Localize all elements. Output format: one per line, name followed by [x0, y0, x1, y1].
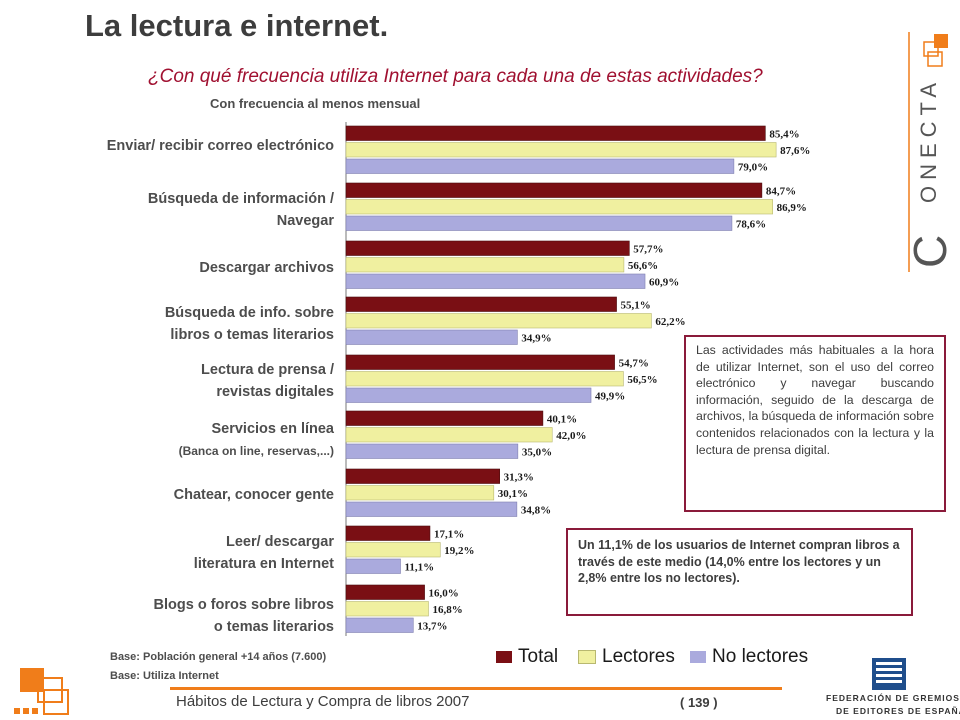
- conecta-logo: ONECTA C: [906, 32, 958, 272]
- legend-item-lectores: Lectores: [578, 646, 675, 668]
- bar-no-lectores-7: [346, 559, 401, 574]
- bar-lectores-3: [346, 314, 651, 329]
- bar-total-5: [346, 411, 543, 426]
- bar-total-4: [346, 355, 615, 370]
- bar-total-6: [346, 469, 500, 484]
- base-note-2: Base: Utiliza Internet: [110, 670, 219, 682]
- data-label-no-lectores-8: 13,7%: [417, 621, 447, 633]
- data-label-total-6: 31,3%: [504, 472, 534, 484]
- legend-swatch-lectores: [578, 650, 596, 664]
- data-label-lectores-2: 56,6%: [628, 260, 658, 272]
- legend-label-no-lectores: No lectores: [712, 646, 808, 668]
- data-label-total-8: 16,0%: [429, 588, 459, 600]
- legend-label-total: Total: [518, 646, 558, 668]
- bar-total-0: [346, 126, 765, 141]
- data-label-lectores-4: 56,5%: [627, 374, 657, 386]
- bar-total-7: [346, 526, 430, 541]
- purchase-note-text: Un 11,1% de los usuarios de Internet com…: [568, 530, 911, 594]
- bar-no-lectores-5: [346, 444, 518, 459]
- bar-no-lectores-3: [346, 330, 517, 345]
- data-label-total-1: 84,7%: [766, 186, 796, 198]
- legend-swatch-total: [496, 651, 512, 663]
- footer-title: Hábitos de Lectura y Compra de libros 20…: [176, 693, 470, 710]
- data-label-total-2: 57,7%: [633, 244, 663, 256]
- legend-item-no-lectores: No lectores: [690, 646, 808, 668]
- bar-no-lectores-2: [346, 274, 645, 289]
- data-label-no-lectores-6: 34,8%: [521, 505, 551, 517]
- legend-label-lectores: Lectores: [602, 646, 675, 668]
- data-label-lectores-7: 19,2%: [444, 545, 474, 557]
- data-label-total-3: 55,1%: [621, 300, 651, 312]
- bar-lectores-5: [346, 428, 552, 443]
- data-label-no-lectores-4: 49,9%: [595, 391, 625, 403]
- data-label-total-4: 54,7%: [619, 358, 649, 370]
- bar-lectores-4: [346, 372, 623, 387]
- data-label-total-5: 40,1%: [547, 414, 577, 426]
- orange-corner-logo: [0, 660, 88, 720]
- summary-note: Las actividades más habituales a la hora…: [684, 335, 946, 512]
- data-label-no-lectores-2: 60,9%: [649, 277, 679, 289]
- purchase-note: Un 11,1% de los usuarios de Internet com…: [566, 528, 913, 616]
- bar-lectores-0: [346, 143, 776, 158]
- federation-name-line2: DE EDITORES DE ESPAÑA: [836, 706, 960, 716]
- data-label-no-lectores-3: 34,9%: [521, 333, 551, 345]
- bar-lectores-8: [346, 602, 428, 617]
- base-note-1: Base: Población general +14 años (7.600): [110, 651, 326, 663]
- bar-total-1: [346, 183, 762, 198]
- bar-lectores-7: [346, 543, 440, 558]
- data-label-lectores-0: 87,6%: [780, 145, 810, 157]
- data-label-no-lectores-0: 79,0%: [738, 162, 768, 174]
- page-number: ( 139 ): [680, 695, 718, 710]
- bar-total-3: [346, 297, 617, 312]
- legend-swatch-no-lectores: [690, 651, 706, 663]
- bar-no-lectores-6: [346, 502, 517, 517]
- bar-total-2: [346, 241, 629, 256]
- conecta-brand-text: ONECTA: [916, 77, 941, 203]
- data-label-no-lectores-5: 35,0%: [522, 447, 552, 459]
- bar-no-lectores-0: [346, 159, 734, 174]
- data-label-no-lectores-1: 78,6%: [736, 219, 766, 231]
- data-label-total-7: 17,1%: [434, 529, 464, 541]
- footer-divider: [170, 687, 782, 690]
- federation-name-line1: FEDERACIÓN DE GREMIOS: [826, 693, 960, 703]
- bar-total-8: [346, 585, 425, 600]
- data-label-lectores-6: 30,1%: [498, 488, 528, 500]
- data-label-lectores-1: 86,9%: [777, 202, 807, 214]
- bar-lectores-6: [346, 486, 494, 501]
- data-label-lectores-8: 16,8%: [432, 604, 462, 616]
- bar-no-lectores-8: [346, 618, 413, 633]
- data-label-lectores-5: 42,0%: [556, 430, 586, 442]
- data-label-lectores-3: 62,2%: [655, 316, 685, 328]
- bar-no-lectores-1: [346, 216, 732, 231]
- conecta-brand-initial: C: [906, 235, 956, 268]
- data-label-no-lectores-7: 11,1%: [405, 562, 435, 574]
- bar-lectores-2: [346, 258, 624, 273]
- legend-item-total: Total: [496, 646, 558, 668]
- bar-no-lectores-4: [346, 388, 591, 403]
- summary-note-text: Las actividades más habituales a la hora…: [686, 337, 944, 458]
- data-label-total-0: 85,4%: [769, 129, 799, 141]
- bar-lectores-1: [346, 200, 773, 215]
